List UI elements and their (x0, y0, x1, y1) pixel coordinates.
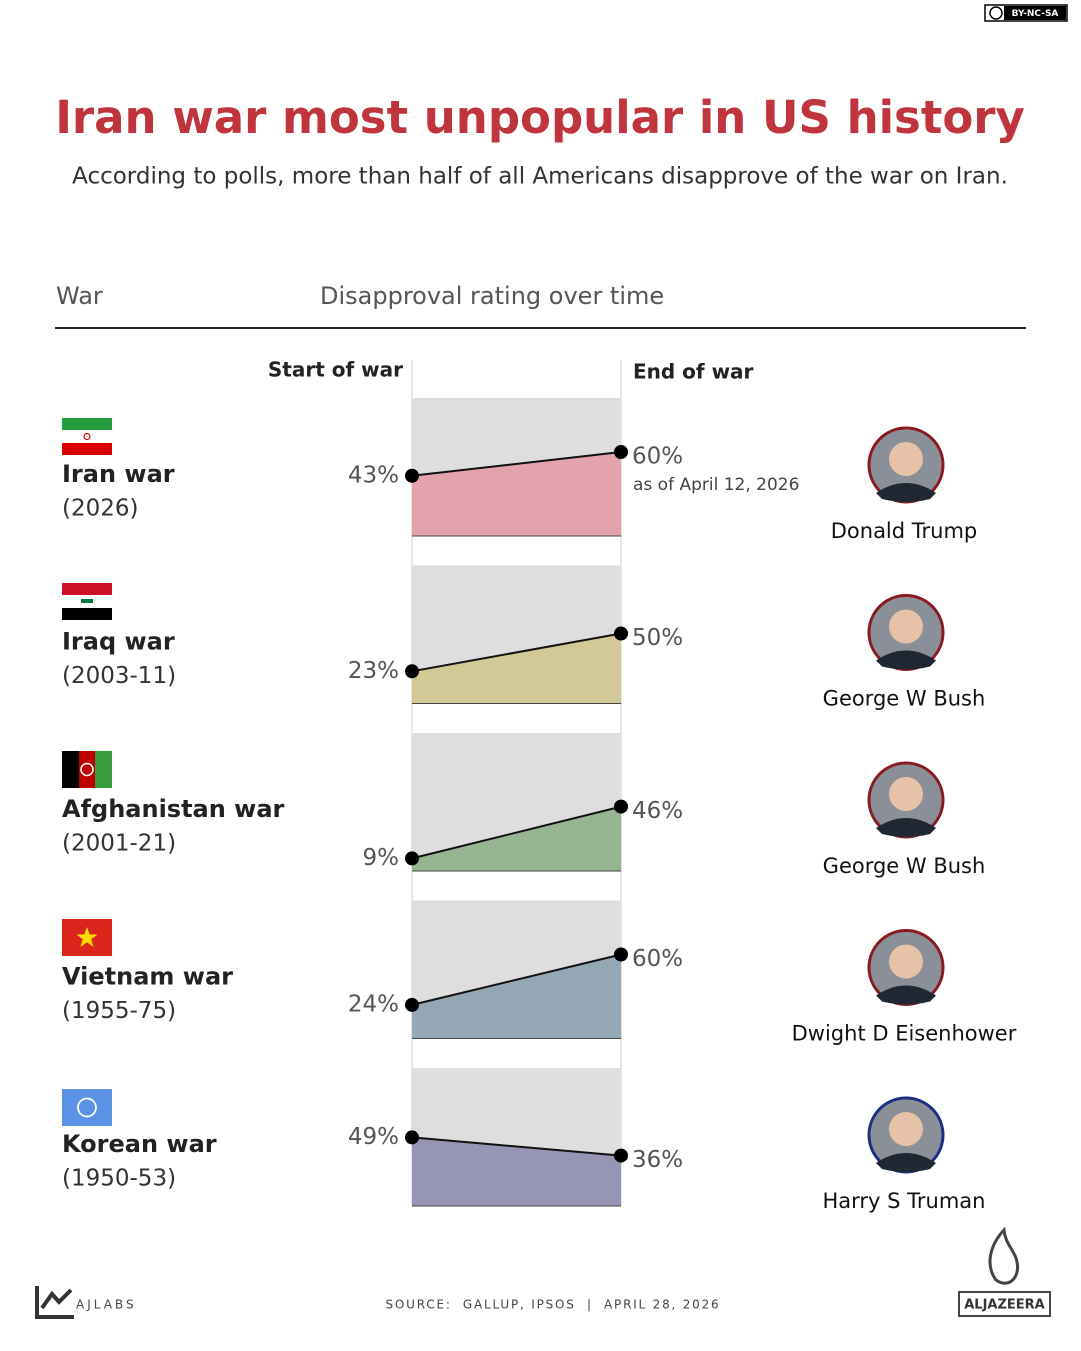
area (412, 954, 621, 1039)
end-point (614, 799, 628, 814)
president: George W Bush (823, 687, 986, 711)
war-name: Vietnam war (62, 963, 233, 991)
slope-line (411, 451, 622, 477)
flag-un (62, 1089, 112, 1126)
start-point (405, 1130, 419, 1145)
portrait-suit (876, 1153, 936, 1172)
start-label: 49% (348, 1124, 399, 1150)
slope-line (411, 805, 622, 860)
start-label: 43% (348, 462, 399, 488)
war-years: (2026) (62, 496, 138, 522)
president: Harry S Truman (823, 1189, 986, 1213)
president: Donald Trump (831, 519, 978, 543)
flag-iran (62, 418, 112, 455)
publisher: ALJAZEERA (964, 1298, 1045, 1313)
end-label: 50% (632, 625, 683, 651)
series-header: End of war (633, 360, 754, 384)
ajlabs-logo (35, 1286, 74, 1319)
start-point (405, 851, 419, 866)
chart-subtitle: According to polls, more than half of al… (72, 164, 1008, 190)
end-point (614, 626, 628, 641)
portrait-suit (876, 650, 936, 670)
license: BY-NC-SA (1012, 9, 1059, 19)
area (412, 1137, 621, 1206)
column-header: War (56, 282, 103, 310)
end-point (614, 445, 628, 459)
area (412, 452, 621, 536)
war-name: Korean war (62, 1130, 217, 1158)
start-label: 23% (348, 658, 399, 684)
slope-line (411, 953, 622, 1006)
brand: AJLABS (76, 1298, 137, 1312)
war-years: (2001-21) (62, 831, 176, 857)
column-header: Disapproval rating over time (320, 282, 664, 310)
portrait-face (889, 944, 923, 979)
start-label: 9% (363, 845, 400, 871)
start-point (405, 468, 419, 483)
portrait-suit (876, 818, 936, 837)
flag-iraq (62, 583, 112, 620)
annotation: as of April 12, 2026 (633, 475, 799, 495)
aljazeera-logo (958, 1226, 1051, 1317)
slope-line (411, 632, 622, 673)
series-header: Start of war (268, 358, 403, 382)
war-years: (1950-53) (62, 1166, 176, 1192)
president: Dwight D Eisenhower (792, 1022, 1017, 1046)
end-label: 60% (632, 946, 683, 972)
war-name: Afghanistan war (62, 795, 285, 823)
end-label: 36% (632, 1147, 683, 1173)
area (412, 806, 621, 871)
flag-vietnam (62, 919, 112, 956)
portrait-face (889, 1112, 923, 1146)
portrait-suit (876, 483, 936, 502)
source: SOURCE: GALLUP, IPSOS | APRIL 28, 2026 (386, 1298, 721, 1312)
flag-afghanistan (62, 751, 112, 788)
war-years: (1955-75) (62, 998, 176, 1024)
end-point (614, 947, 628, 962)
chart-title: Iran war most unpopular in US history (55, 91, 1025, 144)
start-point (405, 997, 419, 1012)
war-name: Iraq war (62, 628, 175, 656)
portrait-face (889, 777, 923, 811)
area (412, 633, 621, 704)
president: George W Bush (823, 854, 986, 878)
license-badge-fill (1004, 6, 1066, 20)
start-point (405, 664, 419, 679)
portrait-face (889, 442, 923, 476)
portrait-suit (876, 985, 936, 1005)
war-name: Iran war (62, 460, 175, 488)
war-years: (2003-11) (62, 663, 176, 689)
end-label: 46% (632, 798, 683, 824)
slope-line (411, 1136, 622, 1157)
cc-icon (989, 6, 1003, 20)
portrait-face (889, 609, 923, 644)
start-label: 24% (348, 991, 399, 1017)
end-point (614, 1148, 628, 1163)
end-label: 60% (632, 444, 683, 470)
